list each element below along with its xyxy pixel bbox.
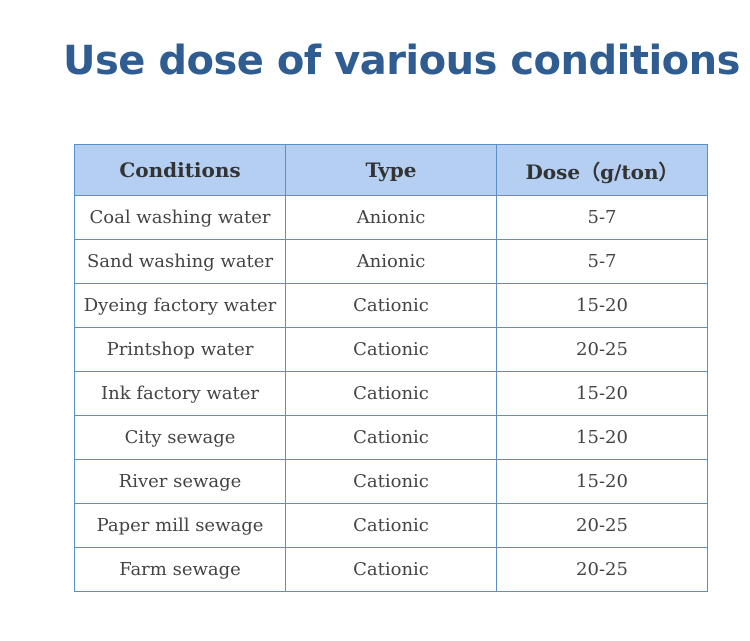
cell: Anionic (285, 239, 497, 284)
table-row: Printshop water Cationic 20-25 (74, 327, 708, 372)
column-header: Dose（g/ton） (496, 144, 708, 196)
cell: 5-7 (496, 195, 708, 240)
cell: 15-20 (496, 459, 708, 504)
cell: Farm sewage (74, 547, 286, 592)
cell: Anionic (285, 195, 497, 240)
table-row: Dyeing factory water Cationic 15-20 (74, 283, 708, 328)
cell: Cationic (285, 415, 497, 460)
cell: River sewage (74, 459, 286, 504)
table-row: Coal washing water Anionic 5-7 (74, 195, 708, 240)
title: Use dose of various conditions (63, 38, 740, 84)
cell: Cationic (285, 327, 497, 372)
cell: 15-20 (496, 415, 708, 460)
cell: Cationic (285, 459, 497, 504)
cell: Sand washing water (74, 239, 286, 284)
cell: Coal washing water (74, 195, 286, 240)
header-row: Conditions Type Dose（g/ton） (74, 144, 708, 196)
cell: Paper mill sewage (74, 503, 286, 548)
cell: Dyeing factory water (74, 283, 286, 328)
cell: Printshop water (74, 327, 286, 372)
table-body: Coal washing water Anionic 5-7 Sand washing… (74, 195, 708, 592)
cell: 15-20 (496, 371, 708, 416)
table-row: Ink factory water Cationic 15-20 (74, 371, 708, 416)
cell: 20-25 (496, 327, 708, 372)
cell: City sewage (74, 415, 286, 460)
cell: 20-25 (496, 503, 708, 548)
column-header: Type (285, 144, 497, 196)
table-row: Sand washing water Anionic 5-7 (74, 239, 708, 284)
cell: 5-7 (496, 239, 708, 284)
table-row: River sewage Cationic 15-20 (74, 459, 708, 504)
cell: Cationic (285, 547, 497, 592)
cell: Cationic (285, 283, 497, 328)
dose-table: Conditions Type Dose（g/ton） Coal washing w… (74, 144, 708, 592)
cell: Cationic (285, 371, 497, 416)
cell: Ink factory water (74, 371, 286, 416)
column-header: Conditions (74, 144, 286, 196)
cell: Cationic (285, 503, 497, 548)
cell: 15-20 (496, 283, 708, 328)
cell: 20-25 (496, 547, 708, 592)
table-row: Farm sewage Cationic 20-25 (74, 547, 708, 592)
table-row: Paper mill sewage Cationic 20-25 (74, 503, 708, 548)
table-row: City sewage Cationic 15-20 (74, 415, 708, 460)
